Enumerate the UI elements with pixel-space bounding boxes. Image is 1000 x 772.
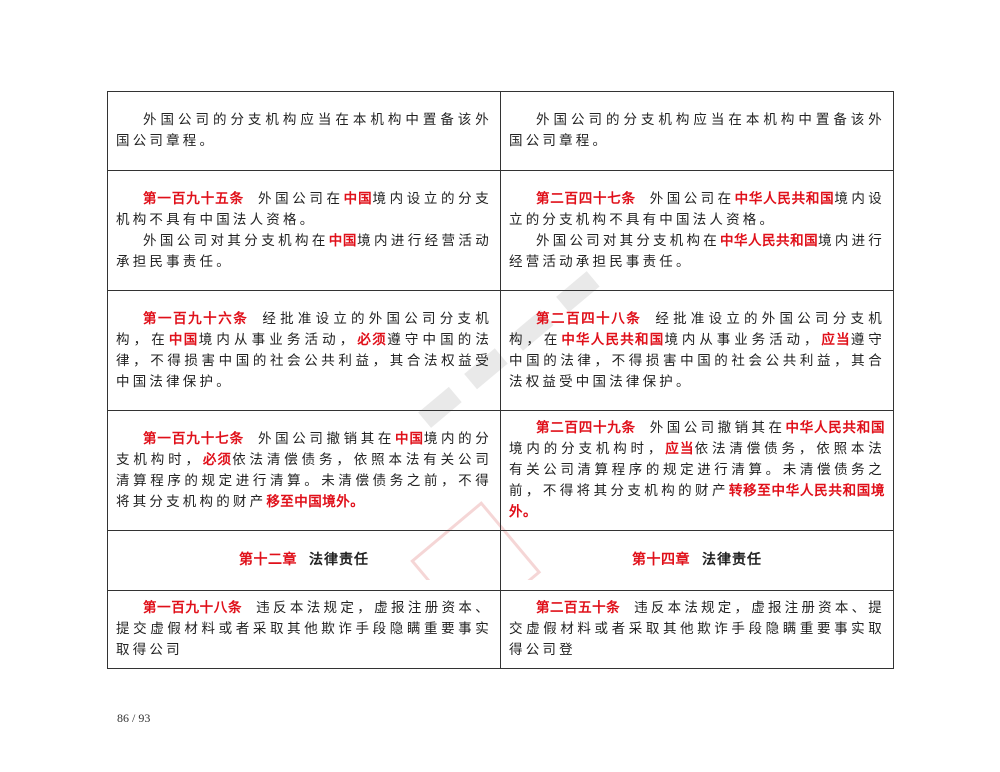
highlighted-text: 中国 (343, 190, 373, 207)
paragraph: 第一百九十五条 外国公司在中国境内设立的分支机构不具有中国法人资格。 (116, 189, 492, 231)
paragraph: 第二百四十九条 外国公司撤销其在中华人民共和国境内的分支机构时，应当依法清偿债务，… (509, 418, 885, 523)
page-number: 86 / 93 (117, 711, 151, 725)
text: 外国公司的分支机构应当在本机构中置备该外国公司章程。 (116, 112, 492, 149)
table-row: 第一百九十六条 经批准设立的外国公司分支机构，在中国境内从事业务活动，必须遵守中国… (107, 290, 894, 411)
text: 依法清偿债务，依照本法有关公司清算程序的规定进行清算。未清偿债务之前，不得将其分… (116, 451, 493, 510)
table-row: 第一百九十七条 外国公司撤销其在中国境内的分支机构时，必须依法清偿债务，依照本法有… (107, 410, 894, 531)
left-cell: 第一百九十六条 经批准设立的外国公司分支机构，在中国境内从事业务活动，必须遵守中国… (107, 290, 501, 411)
text: 遵守中国的法律，不得损害中国的社会公共利益，其合法权益受中国法律保护。 (509, 331, 886, 390)
paragraph: 第二百五十条 违反本法规定，虚报注册资本、提交虚假材料或者采取其他欺诈手段隐瞒重要… (509, 598, 885, 661)
text: 外国公司在 (258, 190, 344, 207)
paragraph: 外国公司对其分支机构在中国境内进行经营活动承担民事责任。 (116, 231, 492, 273)
text: 外国公司撤销其在 (258, 430, 396, 447)
chapter-title: 法律责任 (309, 552, 369, 568)
article-number: 第二百四十九条 (536, 420, 636, 436)
article-number: 第二百五十条 (536, 600, 621, 616)
highlighted-text: 移至中国境外。 (266, 493, 365, 510)
text: 遵守中国的法律，不得损害中国的社会公共利益，其合法权益受中国法律保护。 (116, 331, 493, 390)
text: 境内进行经营活动承担民事责任。 (509, 232, 886, 270)
text: 违反本法规定，虚报注册资本、提交虚假材料或者采取其他欺诈手段隐瞒重要事实取得公司… (509, 600, 886, 658)
text: 境内的分支机构时， (509, 441, 666, 457)
text: 境内从事业务活动， (198, 331, 358, 348)
paragraph: 第一百九十六条 经批准设立的外国公司分支机构，在中国境内从事业务活动，必须遵守中国… (116, 309, 492, 393)
highlighted-text: 中华人民共和国 (785, 420, 885, 436)
table-row: 第一百九十八条 违反本法规定，虚报注册资本、提交虚假材料或者采取其他欺诈手段隐瞒重… (107, 590, 894, 669)
highlighted-text: 应当 (821, 331, 851, 348)
right-chapter-heading: 第十四章 法律责任 (500, 530, 894, 591)
text: 经批准设立的外国公司分支机构，在 (116, 310, 492, 348)
right-cell: 第二百五十条 违反本法规定，虚报注册资本、提交虚假材料或者采取其他欺诈手段隐瞒重要… (500, 590, 894, 669)
left-cell: 第一百九十七条 外国公司撤销其在中国境内的分支机构时，必须依法清偿债务，依照本法有… (107, 410, 501, 531)
text: 外国公司对其分支机构在 (143, 232, 329, 249)
highlighted-text: 转移至中华人民共和国境外。 (509, 483, 886, 520)
chapter-title: 法律责任 (702, 552, 762, 568)
highlighted-text: 中国 (328, 232, 358, 249)
paragraph: 外国公司的分支机构应当在本机构中置备该外国公司章程。 (509, 110, 885, 152)
article-number: 第一百九十八条 (143, 600, 243, 616)
article-number: 第二百四十七条 (536, 190, 636, 207)
right-cell: 第二百四十九条 外国公司撤销其在中华人民共和国境内的分支机构时，应当依法清偿债务，… (500, 410, 894, 531)
chapter-heading-row: 第十二章 法律责任 第十四章 法律责任 (107, 530, 894, 591)
highlighted-text: 必须 (357, 331, 388, 348)
left-cell: 第一百九十八条 违反本法规定，虚报注册资本、提交虚假材料或者采取其他欺诈手段隐瞒重… (107, 590, 501, 669)
highlighted-text: 中国 (395, 430, 424, 447)
paragraph: 第一百九十七条 外国公司撤销其在中国境内的分支机构时，必须依法清偿债务，依照本法有… (116, 429, 492, 513)
chapter-number: 第十四章 (632, 552, 690, 568)
highlighted-text: 中华人民共和国 (561, 331, 665, 348)
table-row: 外国公司的分支机构应当在本机构中置备该外国公司章程。 外国公司的分支机构应当在本… (107, 91, 894, 171)
text: 外国公司的分支机构应当在本机构中置备该外国公司章程。 (509, 112, 885, 149)
left-cell: 第一百九十五条 外国公司在中国境内设立的分支机构不具有中国法人资格。 外国公司对其分… (107, 170, 501, 291)
right-cell: 外国公司的分支机构应当在本机构中置备该外国公司章程。 (500, 91, 894, 171)
chapter-number: 第十二章 (239, 552, 297, 568)
paragraph: 外国公司的分支机构应当在本机构中置备该外国公司章程。 (116, 110, 492, 152)
text: 违反本法规定，虚报注册资本、提交虚假材料或者采取其他欺诈手段隐瞒重要事实取得公司 (116, 600, 492, 658)
text: 外国公司对其分支机构在 (536, 232, 720, 249)
text: 外国公司在 (649, 190, 735, 207)
paragraph: 第二百四十七条 外国公司在中华人民共和国境内设立的分支机构不具有中国法人资格。 (509, 189, 885, 231)
highlighted-text: 中华人民共和国 (719, 232, 819, 249)
text: 境内设立的分支机构不具有中国法人资格。 (509, 190, 886, 228)
right-cell: 第二百四十八条 经批准设立的外国公司分支机构，在中华人民共和国境内从事业务活动，应… (500, 290, 894, 411)
text: 境内设立的分支机构不具有中国法人资格。 (116, 190, 493, 228)
highlighted-text: 应当 (665, 441, 695, 457)
highlighted-text: 中国 (168, 331, 199, 348)
paragraph: 外国公司对其分支机构在中华人民共和国境内进行经营活动承担民事责任。 (509, 231, 885, 273)
paragraph: 第一百九十八条 违反本法规定，虚报注册资本、提交虚假材料或者采取其他欺诈手段隐瞒重… (116, 598, 492, 661)
text: 外国公司撤销其在 (649, 420, 786, 436)
table-row: 第一百九十五条 外国公司在中国境内设立的分支机构不具有中国法人资格。 外国公司对其分… (107, 170, 894, 291)
highlighted-text: 中华人民共和国 (734, 190, 835, 207)
article-number: 第二百四十八条 (536, 310, 642, 327)
text: 依法清偿债务，依照本法有关公司清算程序的规定进行清算。未清偿债务之前，不得将其分… (509, 441, 885, 499)
left-chapter-heading: 第十二章 法律责任 (107, 530, 501, 591)
article-number: 第一百九十七条 (143, 430, 245, 447)
left-cell: 外国公司的分支机构应当在本机构中置备该外国公司章程。 (107, 91, 501, 171)
right-cell: 第二百四十七条 外国公司在中华人民共和国境内设立的分支机构不具有中国法人资格。 外国… (500, 170, 894, 291)
text: 经批准设立的外国公司分支机构，在 (509, 310, 885, 348)
text: 境内的分支机构时， (116, 430, 492, 468)
article-number: 第一百九十五条 (143, 190, 245, 207)
text: 境内进行经营活动承担民事责任。 (116, 232, 492, 270)
article-number: 第一百九十六条 (143, 310, 249, 327)
law-comparison-table: 外国公司的分支机构应当在本机构中置备该外国公司章程。 外国公司的分支机构应当在本… (107, 91, 894, 669)
paragraph: 第二百四十八条 经批准设立的外国公司分支机构，在中华人民共和国境内从事业务活动，应… (509, 309, 885, 393)
highlighted-text: 必须 (202, 451, 233, 468)
text: 境内从事业务活动， (664, 331, 822, 348)
